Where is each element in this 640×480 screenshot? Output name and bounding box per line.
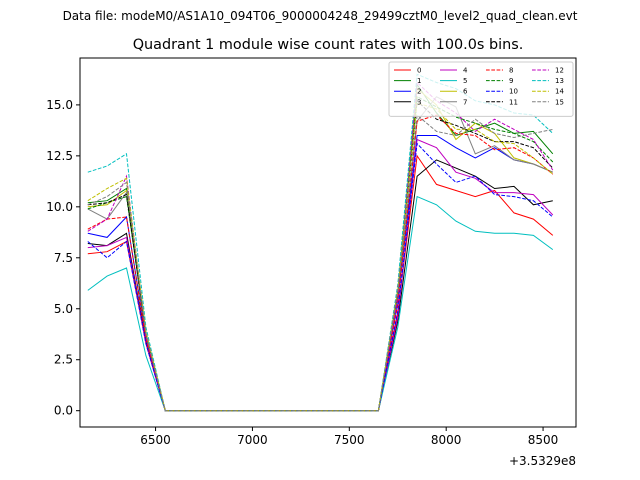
- series-line-4: [87, 138, 554, 412]
- legend-label-15: 15: [555, 98, 564, 106]
- legend-label-11: 11: [509, 98, 518, 106]
- x-tick-label: 8500: [528, 433, 559, 447]
- series-line-1: [87, 83, 554, 412]
- series-line-3: [87, 159, 553, 412]
- y-tick-label: 10.0: [46, 200, 73, 214]
- series-line-0: [87, 154, 554, 412]
- legend-label-9: 9: [509, 77, 513, 85]
- legend-label-5: 5: [463, 77, 467, 85]
- x-tick-label: 8000: [431, 433, 462, 447]
- legend-label-1: 1: [417, 77, 421, 85]
- plot-frame: [79, 57, 577, 428]
- legend-label-0: 0: [417, 67, 421, 75]
- series-layer: [87, 73, 554, 412]
- x-tick-label: 6500: [140, 433, 171, 447]
- y-tick-label: 5.0: [54, 302, 73, 316]
- y-tick-label: 15.0: [46, 98, 73, 112]
- series-line-11: [87, 99, 554, 412]
- y-axis: 0.0 2.5 5.0 7.5 10.0 12.5 15.0: [46, 98, 80, 418]
- series-line-14: [87, 102, 554, 412]
- y-tick-label: 2.5: [54, 353, 73, 367]
- plot-area: 6500 7000 7500 8000 8500 0.0 2.5 5.0 7.5 10.0 12.…: [46, 57, 577, 468]
- series-line-15: [87, 114, 553, 412]
- x-axis: 6500 7000 7500 8000 8500: [140, 427, 558, 447]
- legend-label-14: 14: [555, 88, 564, 96]
- legend-box: [388, 61, 574, 117]
- y-tick-label: 12.5: [46, 149, 73, 163]
- series-line-12: [87, 81, 554, 412]
- legend-label-10: 10: [509, 88, 518, 96]
- chart-title: Quadrant 1 module wise count rates with …: [133, 37, 524, 53]
- x-tick-label: 7500: [334, 433, 365, 447]
- figure-suptitle: Data file: modeM0/AS1A10_094T06_90000042…: [63, 9, 578, 23]
- x-offset-label: +3.5329e8: [509, 454, 576, 468]
- legend-label-7: 7: [463, 98, 467, 106]
- legend-label-3: 3: [417, 98, 421, 106]
- legend-label-8: 8: [509, 67, 513, 75]
- series-line-13: [87, 73, 554, 412]
- legend-label-12: 12: [555, 67, 564, 75]
- legend-label-4: 4: [463, 67, 468, 75]
- y-tick-label: 7.5: [54, 251, 73, 265]
- legend-label-13: 13: [555, 77, 564, 85]
- series-line-8: [87, 114, 554, 412]
- series-line-7: [87, 96, 553, 412]
- y-tick-label: 0.0: [54, 404, 73, 418]
- legend-label-2: 2: [417, 88, 421, 96]
- series-line-2: [87, 135, 553, 412]
- series-line-9: [87, 95, 554, 412]
- series-line-6: [87, 87, 553, 412]
- legend-label-6: 6: [463, 88, 468, 96]
- x-tick-label: 7000: [237, 433, 268, 447]
